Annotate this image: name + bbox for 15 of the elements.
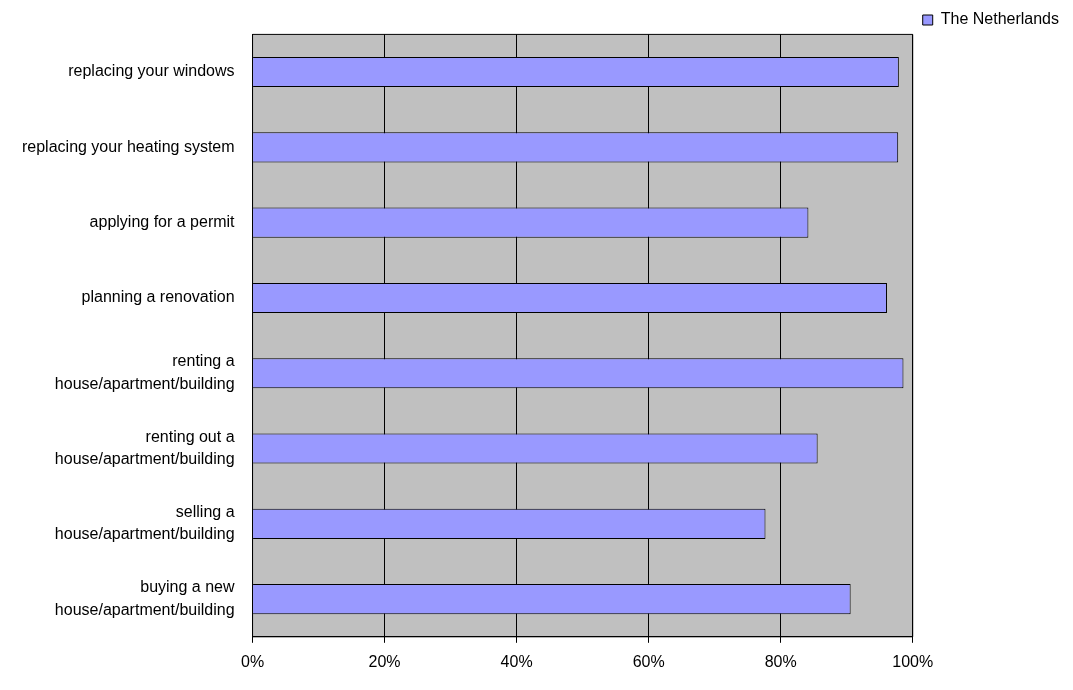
y-tick-label: applying for a permit — [89, 213, 236, 231]
y-tick-label: replacing your heating system — [21, 137, 235, 155]
legend-label: The Netherlands — [940, 10, 1060, 28]
x-tick-label: 20% — [368, 652, 401, 670]
y-tick-label: buying a new house/apartment/building — [54, 578, 235, 618]
y-tick-label: renting a house/apartment/building — [54, 352, 235, 392]
x-tick-label: 40% — [500, 652, 533, 670]
y-tick-label: selling a house/apartment/building — [54, 503, 235, 543]
y-tick-label: planning a renovation — [81, 288, 235, 306]
y-tick-label: renting out a house/apartment/building — [54, 427, 235, 468]
x-tick-label: 0% — [240, 652, 265, 670]
x-tick-label: 100% — [892, 652, 934, 670]
x-tick-label: 60% — [632, 652, 665, 670]
y-tick-label: replacing your windows — [68, 62, 235, 80]
x-tick-label: 80% — [764, 652, 797, 670]
